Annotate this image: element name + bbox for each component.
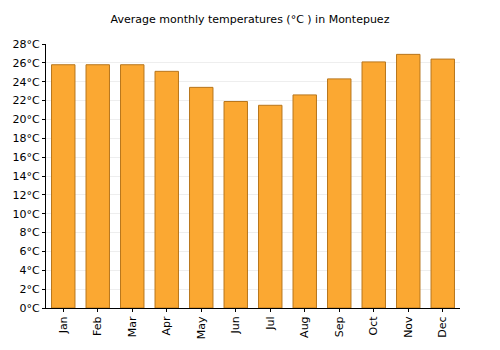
svg-text:Oct: Oct (367, 316, 380, 336)
svg-text:Feb: Feb (91, 316, 104, 335)
svg-text:Jan: Jan (57, 316, 70, 334)
svg-text:2°C: 2°C (20, 283, 40, 296)
svg-text:Jul: Jul (264, 316, 277, 330)
svg-text:18°C: 18°C (13, 132, 40, 145)
svg-text:28°C: 28°C (13, 38, 40, 51)
svg-text:Mar: Mar (126, 316, 139, 337)
svg-text:Dec: Dec (436, 316, 449, 337)
svg-text:Sep: Sep (333, 316, 346, 337)
svg-text:8°C: 8°C (20, 226, 40, 239)
svg-text:20°C: 20°C (13, 113, 40, 126)
svg-text:10°C: 10°C (13, 208, 40, 221)
svg-text:14°C: 14°C (13, 170, 40, 183)
svg-text:24°C: 24°C (13, 76, 40, 89)
svg-text:6°C: 6°C (20, 245, 40, 258)
svg-text:Jun: Jun (229, 316, 242, 334)
svg-text:Average monthly temperatures (: Average monthly temperatures (°C ) in Mo… (111, 13, 390, 26)
svg-text:Apr: Apr (160, 316, 173, 336)
svg-text:May: May (195, 316, 208, 339)
svg-text:Aug: Aug (298, 316, 311, 337)
svg-text:22°C: 22°C (13, 94, 40, 107)
svg-text:26°C: 26°C (13, 57, 40, 70)
svg-text:Nov: Nov (402, 316, 415, 338)
svg-text:4°C: 4°C (20, 264, 40, 277)
svg-text:16°C: 16°C (13, 151, 40, 164)
svg-text:0°C: 0°C (20, 302, 40, 315)
svg-text:12°C: 12°C (13, 189, 40, 202)
